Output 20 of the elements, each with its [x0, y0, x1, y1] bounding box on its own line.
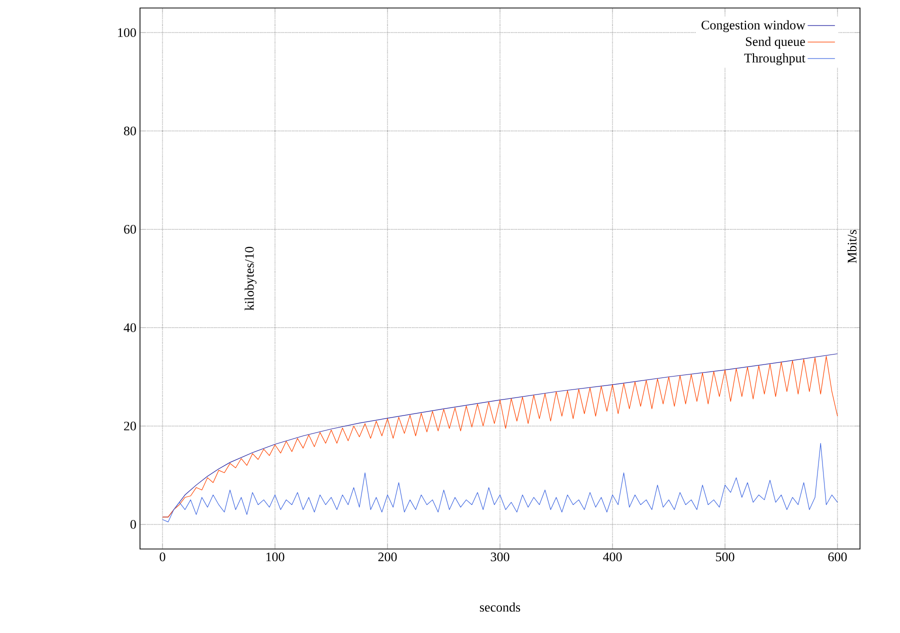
y-tick-label: 0 [130, 520, 136, 529]
x-tick-label: 400 [603, 552, 622, 562]
x-tick-label: 500 [716, 552, 734, 562]
x-axis-title: seconds [480, 602, 520, 612]
y-tick-label: 40 [124, 323, 136, 332]
y-axis-title: kilobytes/10 [244, 246, 256, 310]
x-tick-label: 0 [160, 552, 166, 562]
y-tick-label: 100 [118, 28, 136, 37]
line-series [162, 442, 838, 522]
legend-label: Send queue [746, 36, 805, 49]
legend-label: Congestion window [702, 20, 806, 32]
x-tick-label: 600 [828, 552, 847, 562]
y2-axis-title: Mbit/s [847, 230, 856, 264]
y-tick-label: 60 [124, 224, 136, 234]
y-tick-label: 80 [124, 126, 136, 136]
y-tick-label: 20 [124, 422, 136, 430]
legend-label: Throughput [744, 53, 806, 66]
x-tick-label: 200 [378, 552, 397, 562]
x-tick-label: 300 [490, 552, 510, 562]
x-tick-label: 100 [266, 552, 284, 562]
